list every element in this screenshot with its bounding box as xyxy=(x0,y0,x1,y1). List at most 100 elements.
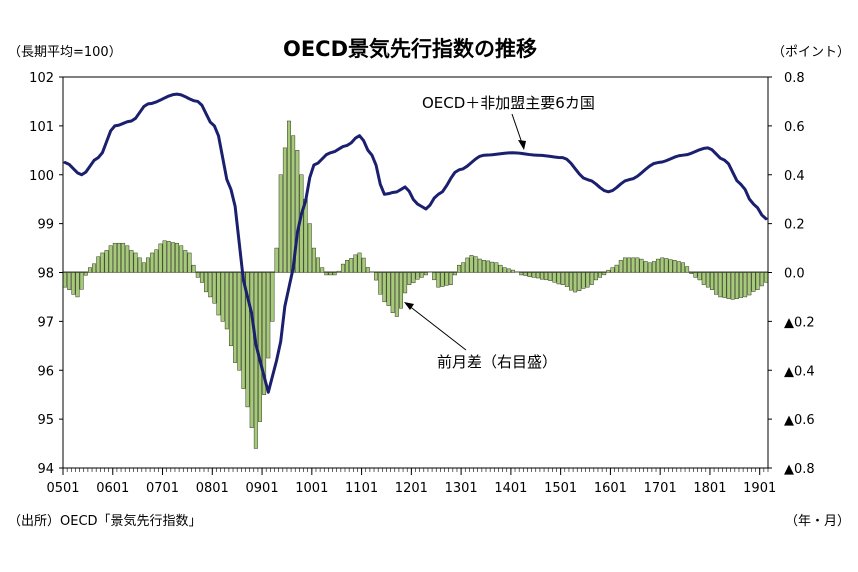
leading-index-line-group xyxy=(63,92,768,394)
difference-bar xyxy=(726,272,731,299)
difference-bar xyxy=(303,198,308,273)
bar-annotation-arrowhead xyxy=(404,302,414,310)
difference-bar xyxy=(548,272,553,281)
difference-bar xyxy=(730,272,735,300)
left-tick-label: 102 xyxy=(29,71,54,86)
difference-bar xyxy=(656,258,661,273)
left-axis-ticks: 94 95 96 97 98 99 100 101 102 xyxy=(29,71,63,477)
difference-bar xyxy=(506,268,511,273)
difference-bar xyxy=(332,272,337,276)
difference-bar xyxy=(83,272,88,276)
x-tick-label: 1701 xyxy=(644,481,677,496)
difference-bar xyxy=(436,272,441,288)
x-tick-label: 0701 xyxy=(146,481,179,496)
difference-bar xyxy=(353,254,358,273)
difference-bar xyxy=(399,272,403,309)
difference-bar xyxy=(278,174,283,273)
difference-bar xyxy=(175,242,180,273)
difference-bar xyxy=(477,258,482,273)
difference-bar xyxy=(374,272,379,281)
difference-bar xyxy=(378,272,383,295)
difference-bar xyxy=(469,255,474,273)
difference-bar xyxy=(651,261,656,273)
difference-bar xyxy=(498,264,503,273)
x-tick-label: 1001 xyxy=(295,481,328,496)
difference-bar xyxy=(681,262,685,273)
difference-bar xyxy=(191,264,196,273)
difference-bar xyxy=(672,260,677,273)
difference-bar xyxy=(187,252,192,273)
x-axis-unit: （年・月） xyxy=(785,514,850,529)
difference-bar xyxy=(560,272,565,285)
difference-bar xyxy=(647,262,652,273)
difference-bar xyxy=(75,272,80,298)
difference-bar xyxy=(544,272,549,281)
right-axis-unit: （ポイント） xyxy=(772,45,850,60)
difference-bar xyxy=(444,272,449,286)
difference-bar xyxy=(245,272,250,408)
difference-bar xyxy=(295,150,300,273)
difference-bar xyxy=(569,272,573,291)
difference-bar xyxy=(747,272,752,296)
left-tick-label: 95 xyxy=(37,413,54,428)
source-note: （出所）OECD「景気先行指数」 xyxy=(8,513,202,529)
difference-bar xyxy=(415,272,420,280)
x-tick-label: 1301 xyxy=(445,481,478,496)
difference-bar xyxy=(639,258,644,273)
difference-bar xyxy=(382,272,387,303)
difference-bar xyxy=(452,272,457,276)
difference-bar xyxy=(320,267,325,273)
difference-bar xyxy=(689,272,694,274)
difference-bar xyxy=(593,272,598,281)
right-tick-label: ▲0.2 xyxy=(784,315,815,330)
difference-bar xyxy=(755,272,760,290)
difference-bar xyxy=(224,272,229,330)
right-tick-label: 0.4 xyxy=(784,169,805,184)
difference-bar xyxy=(390,272,395,313)
difference-bar xyxy=(697,272,702,281)
difference-bar xyxy=(287,120,291,273)
right-tick-label: 0.6 xyxy=(784,120,805,135)
right-tick-label: ▲0.8 xyxy=(784,462,815,477)
difference-bar xyxy=(473,256,478,273)
difference-bar xyxy=(701,272,706,285)
difference-bar xyxy=(253,272,258,449)
difference-bar xyxy=(535,272,540,279)
difference-bar xyxy=(258,272,262,422)
x-tick-label: 1201 xyxy=(395,481,428,496)
difference-bar xyxy=(705,272,710,288)
bar-annotation: 前月差（右目盛） xyxy=(404,302,557,371)
difference-bar xyxy=(552,272,557,283)
difference-bar xyxy=(208,272,213,298)
difference-bar xyxy=(266,272,271,359)
left-tick-label: 101 xyxy=(29,120,54,135)
difference-bar xyxy=(411,272,416,284)
difference-bar xyxy=(365,267,370,273)
difference-bar xyxy=(311,247,316,273)
difference-bar xyxy=(79,272,84,290)
x-tick-label: 0501 xyxy=(46,481,79,496)
difference-bar xyxy=(635,257,640,273)
difference-bar xyxy=(92,263,97,273)
difference-bar xyxy=(141,262,146,273)
difference-bar xyxy=(100,252,105,273)
difference-bar xyxy=(739,272,744,298)
difference-bar xyxy=(183,250,188,273)
difference-bar xyxy=(345,260,350,273)
difference-bar xyxy=(125,245,130,273)
difference-bar xyxy=(403,272,408,294)
difference-bar xyxy=(104,250,109,273)
difference-bar xyxy=(166,241,171,273)
difference-bar xyxy=(722,272,727,298)
x-tick-label: 1801 xyxy=(693,481,726,496)
difference-bar xyxy=(734,272,739,299)
difference-bar xyxy=(386,272,391,306)
difference-bar xyxy=(606,269,611,273)
difference-bar xyxy=(204,272,209,293)
difference-bar xyxy=(710,272,714,290)
difference-bar xyxy=(307,223,312,273)
left-tick-label: 96 xyxy=(37,364,54,379)
difference-bar xyxy=(440,272,445,287)
difference-bar xyxy=(622,257,627,273)
bar-series-label: 前月差（右目盛） xyxy=(437,353,557,371)
